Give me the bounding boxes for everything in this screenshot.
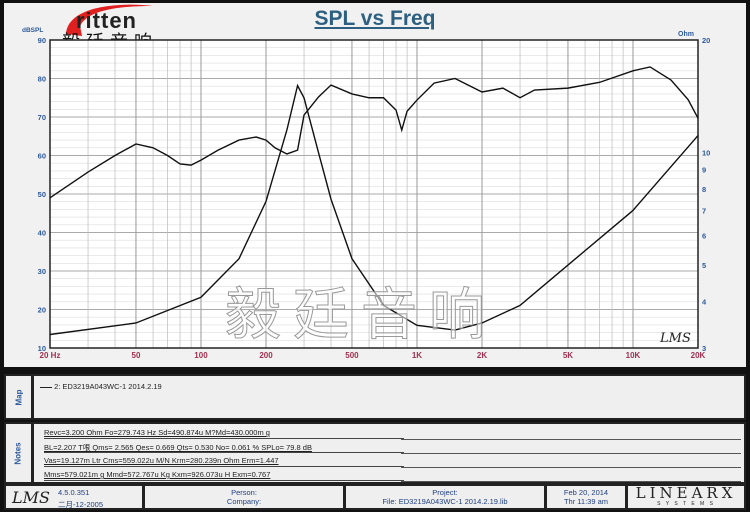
logo-swoosh-icon bbox=[66, 4, 153, 36]
build-date: 二月-12-2005 bbox=[58, 500, 104, 509]
x-tick-label: 5K bbox=[563, 351, 573, 360]
y-left-tick-label: 20 bbox=[38, 306, 46, 315]
y-right-tick-label: 10 bbox=[702, 149, 710, 158]
footer-lms: LMS 4.5.0.351 二月-12-2005 bbox=[4, 484, 144, 510]
x-tick-label: 500 bbox=[345, 351, 359, 360]
spl-impedance-plot: 20 Hz 50 100 200 500 1K 2K 5K 10K 20K 90 80 70 60 50 40… bbox=[22, 27, 710, 360]
y-left-tick-label: 40 bbox=[38, 229, 46, 238]
y-left-tick-label: 50 bbox=[38, 190, 46, 199]
y-right-tick-label: 5 bbox=[702, 261, 706, 270]
x-tick-label: 20 Hz bbox=[40, 351, 61, 360]
note-line: Vas=19.127m Ltr Cms=559.022u M/N Krm=280… bbox=[44, 456, 404, 467]
note-line: BL=2.207 T哏 Qms= 2.565 Qes= 0.669 Qts= 0… bbox=[44, 442, 404, 453]
x-tick-label: 1K bbox=[412, 351, 422, 360]
chart-title: SPL vs Freq bbox=[314, 7, 436, 30]
y-right-tick-label: 6 bbox=[702, 231, 706, 240]
footer-person: Person: Company: bbox=[143, 484, 345, 510]
y-left-axis-label: dBSPL bbox=[22, 27, 43, 34]
map-entry: 2: ED3219A043WC-1 2014.2.19 bbox=[40, 382, 162, 391]
y-left-tick-label: 70 bbox=[38, 113, 46, 122]
map-panel: Map 2: ED3219A043WC-1 2014.2.19 bbox=[4, 374, 746, 420]
lms-annotation: LMS bbox=[659, 331, 691, 346]
y-right-tick-label: 3 bbox=[702, 344, 706, 353]
plot-border bbox=[49, 39, 699, 349]
x-tick-label: 2K bbox=[477, 351, 487, 360]
y-right-tick-label: 20 bbox=[702, 36, 710, 45]
y-right-tick-label: 7 bbox=[702, 206, 706, 215]
x-tick-label: 20K bbox=[691, 351, 706, 360]
linearx-logo: LINEARX bbox=[635, 484, 737, 502]
spl-curve bbox=[49, 66, 699, 199]
y-left-tick-label: 10 bbox=[38, 344, 46, 353]
notes-panel: Notes Revc=3.200 Ohm Fo=279.743 Hz Sd=49… bbox=[4, 422, 746, 484]
map-label: Map bbox=[14, 389, 23, 405]
note-line: Revc=3.200 Ohm Fo=279.743 Hz Sd=490.874u… bbox=[44, 428, 404, 439]
y-right-axis-label: Ohm bbox=[678, 31, 694, 38]
y-right-tick-label: 8 bbox=[702, 185, 706, 194]
y-left-tick-label: 60 bbox=[38, 152, 46, 161]
impedance-curve bbox=[49, 83, 699, 336]
note-line: Mms=579.021m g Mmd=572.767u Kg Kxm=926.0… bbox=[44, 470, 404, 481]
y-right-tick-label: 9 bbox=[702, 166, 706, 175]
map-entry-text: 2: ED3219A043WC-1 2014.2.19 bbox=[54, 382, 162, 391]
version: 4.5.0.351 bbox=[58, 488, 90, 497]
footer-date: Feb 20, 2014 Thr 11:39 am bbox=[545, 484, 627, 510]
y-right-tick-label: 4 bbox=[702, 297, 707, 306]
x-tick-label: 10K bbox=[626, 351, 641, 360]
x-tick-label: 200 bbox=[259, 351, 273, 360]
y-left-tick-label: 90 bbox=[38, 36, 46, 45]
watermark: 毅廷音响 bbox=[225, 283, 497, 348]
footer-project: Project: File: ED3219A043WC-1 2014.2.19.l… bbox=[344, 484, 546, 510]
x-tick-label: 100 bbox=[194, 351, 208, 360]
x-tick-label: 50 bbox=[132, 351, 141, 360]
y-left-tick-label: 30 bbox=[38, 267, 46, 276]
notes-label: Notes bbox=[13, 441, 23, 465]
logo-brand: ritten bbox=[76, 8, 137, 33]
footer-brand: LINEARX S Y S T E M S bbox=[626, 484, 746, 510]
lms-logo: LMS bbox=[12, 488, 50, 507]
y-left-tick-label: 80 bbox=[38, 75, 46, 84]
